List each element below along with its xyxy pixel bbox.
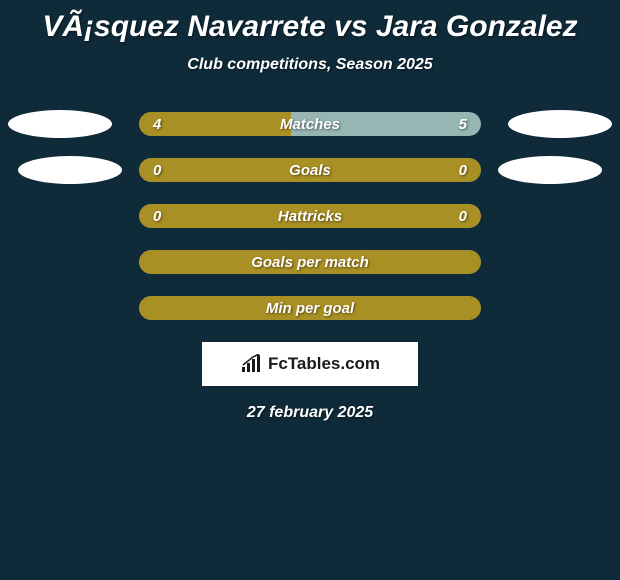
player-ellipse-left [18, 156, 122, 184]
stat-label: Goals [289, 162, 331, 179]
page-title: VÃ¡squez Navarrete vs Jara Gonzalez [0, 0, 620, 44]
player-ellipse-left [8, 110, 112, 138]
subtitle: Club competitions, Season 2025 [0, 56, 620, 74]
logo-content: FcTables.com [240, 354, 380, 374]
stat-label: Matches [280, 116, 340, 133]
infographic-container: VÃ¡squez Navarrete vs Jara Gonzalez Club… [0, 0, 620, 422]
stat-value-left: 4 [153, 116, 161, 133]
stat-value-left: 0 [153, 208, 161, 225]
stat-label: Min per goal [266, 300, 354, 317]
stats-area: 4 5 Matches 0 0 Goals 0 0 Hattricks Goals per mat… [0, 112, 620, 320]
logo-text: FcTables.com [268, 354, 380, 374]
chart-icon [240, 354, 264, 374]
stat-bar: 4 5 Matches [139, 112, 481, 136]
stat-value-right: 5 [459, 116, 467, 133]
stat-row: Goals per match [0, 250, 620, 274]
stat-row: Min per goal [0, 296, 620, 320]
date-text: 27 february 2025 [0, 404, 620, 422]
bar-fill-left [139, 112, 291, 136]
stat-row: 0 0 Goals [0, 158, 620, 182]
stat-label: Hattricks [278, 208, 342, 225]
player-ellipse-right [498, 156, 602, 184]
stat-bar: 0 0 Goals [139, 158, 481, 182]
logo-box: FcTables.com [202, 342, 418, 386]
stat-value-right: 0 [459, 208, 467, 225]
stat-value-left: 0 [153, 162, 161, 179]
player-ellipse-right [508, 110, 612, 138]
stat-row: 4 5 Matches [0, 112, 620, 136]
stat-value-right: 0 [459, 162, 467, 179]
stat-label: Goals per match [251, 254, 369, 271]
stat-bar: Goals per match [139, 250, 481, 274]
stat-row: 0 0 Hattricks [0, 204, 620, 228]
stat-bar: Min per goal [139, 296, 481, 320]
stat-bar: 0 0 Hattricks [139, 204, 481, 228]
